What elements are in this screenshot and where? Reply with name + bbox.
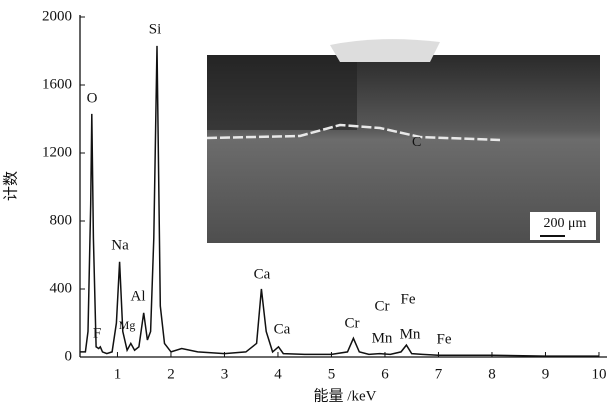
x-tick-label: 3 bbox=[221, 366, 229, 382]
peak-label: Cr bbox=[345, 315, 360, 331]
peak-label: Na bbox=[111, 237, 129, 253]
y-tick-label: 1200 bbox=[42, 144, 72, 160]
chart: C 200 μm 计数 能量 /keV 0 400 800 1200 1600 2000 1… bbox=[0, 0, 615, 408]
peak-label: Mn bbox=[400, 326, 421, 342]
peak-label: O bbox=[87, 90, 98, 106]
x-tick-label: 5 bbox=[328, 366, 336, 382]
x-tick-label: 1 bbox=[114, 366, 122, 382]
x-tick-label: 6 bbox=[381, 366, 389, 382]
page: {"chart_data": { "type": "line", "x_labe… bbox=[0, 0, 615, 413]
x-tick-label: 9 bbox=[542, 366, 550, 382]
peak-label: F bbox=[93, 325, 101, 341]
inset-label: C bbox=[412, 135, 421, 150]
y-axis-label: 计数 bbox=[2, 171, 19, 201]
peak-label: Mg bbox=[119, 318, 136, 332]
peak-label: Al bbox=[131, 288, 146, 304]
peak-label: Si bbox=[149, 21, 162, 37]
y-tick-label: 800 bbox=[50, 212, 73, 228]
inset-image: C 200 μm bbox=[207, 39, 600, 243]
x-tick-label: 2 bbox=[167, 366, 175, 382]
peak-label: Cr bbox=[375, 298, 390, 314]
y-tick-label: 400 bbox=[50, 280, 73, 296]
x-tick-label: 7 bbox=[435, 366, 443, 382]
peak-label: Fe bbox=[401, 291, 416, 307]
x-tick-label: 8 bbox=[488, 366, 496, 382]
y-tick-label: 1600 bbox=[42, 76, 72, 92]
x-tick-label: 10 bbox=[591, 366, 606, 382]
x-axis-label: 能量 /keV bbox=[314, 387, 377, 404]
peak-label: Ca bbox=[274, 321, 291, 337]
peak-label: Mn bbox=[372, 330, 393, 346]
x-tick-label: 4 bbox=[274, 366, 282, 382]
peak-label: Ca bbox=[254, 266, 271, 282]
peak-label: Fe bbox=[437, 331, 452, 347]
y-tick-label: 2000 bbox=[42, 8, 72, 24]
y-tick-label: 0 bbox=[65, 348, 73, 364]
scale-label: 200 μm bbox=[544, 216, 587, 231]
